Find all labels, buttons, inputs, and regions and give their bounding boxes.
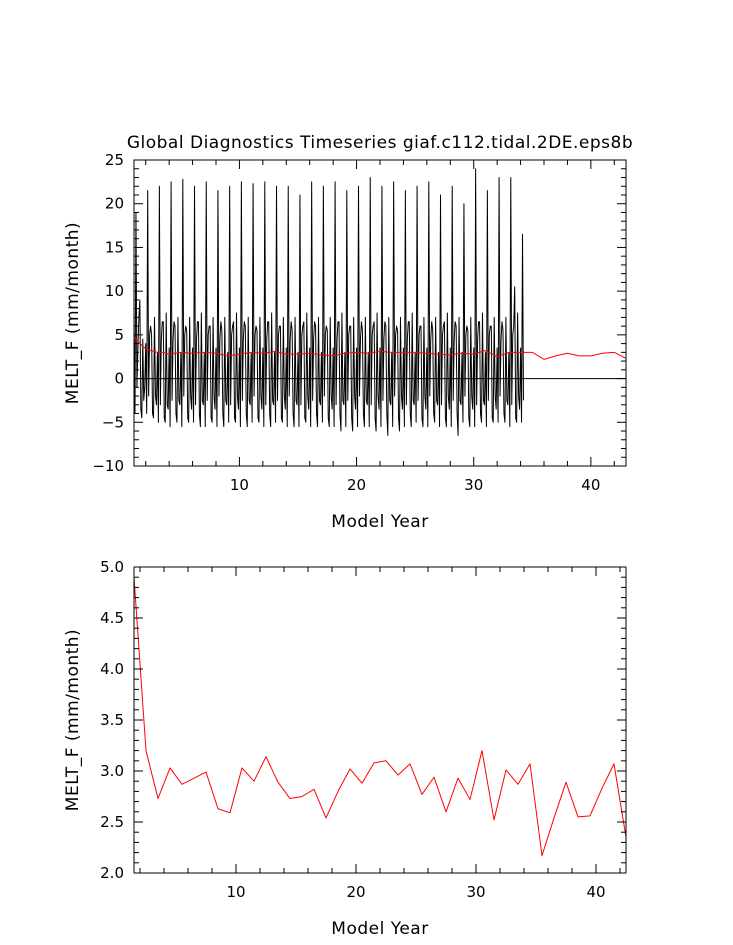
top-y-axis-label: MELT_F (mm/month) [63, 222, 83, 404]
x-tick-label: 30 [464, 476, 483, 494]
red-series-line [133, 336, 627, 360]
top-series-group [133, 168, 627, 436]
top-ticks-group: 10 20 30 40 −10 −5 0 5 10 15 20 25 [92, 151, 626, 494]
y-tick-label: 4.0 [100, 660, 124, 678]
y-tick-label: 2.0 [100, 864, 124, 882]
y-tick-label: 3.0 [100, 762, 124, 780]
bottom-y-axis-label: MELT_F (mm/month) [63, 629, 83, 811]
y-tick-label: 10 [105, 282, 124, 300]
y-tick-label: 4.5 [100, 609, 124, 627]
x-tick-label: 40 [586, 883, 605, 901]
y-tick-label: −10 [92, 457, 124, 475]
black-series-line [133, 168, 524, 436]
bottom-x-axis-label: Model Year [331, 919, 428, 939]
top-panel: Global Diagnostics Timeseries giaf.c112.… [63, 133, 633, 532]
x-tick-label: 10 [226, 883, 245, 901]
y-tick-label: −5 [102, 413, 124, 431]
y-tick-label: 20 [105, 195, 124, 213]
bottom-plot-frame [133, 566, 627, 874]
x-tick-label: 30 [466, 883, 485, 901]
x-tick-label: 20 [346, 883, 365, 901]
chart-title: Global Diagnostics Timeseries giaf.c112.… [127, 133, 633, 153]
red-series-line [133, 577, 627, 857]
bottom-series-group [133, 577, 627, 857]
y-tick-label: 5 [114, 326, 124, 344]
y-tick-label: 5.0 [100, 558, 124, 576]
top-plot-frame [133, 159, 627, 467]
y-tick-label: 25 [105, 151, 124, 169]
x-tick-label: 10 [230, 476, 249, 494]
bottom-ticks-group: 10 20 30 40 2.0 2.5 3.0 3.5 4.0 4.5 5.0 [100, 558, 626, 901]
top-x-axis-label: Model Year [331, 512, 428, 532]
y-tick-label: 3.5 [100, 711, 124, 729]
y-tick-label: 2.5 [100, 813, 124, 831]
bottom-panel: 10 20 30 40 2.0 2.5 3.0 3.5 4.0 4.5 5.0 Model Year… [63, 558, 627, 939]
y-tick-label: 0 [114, 370, 124, 388]
x-tick-label: 40 [581, 476, 600, 494]
y-tick-label: 15 [105, 238, 124, 256]
x-tick-label: 20 [347, 476, 366, 494]
